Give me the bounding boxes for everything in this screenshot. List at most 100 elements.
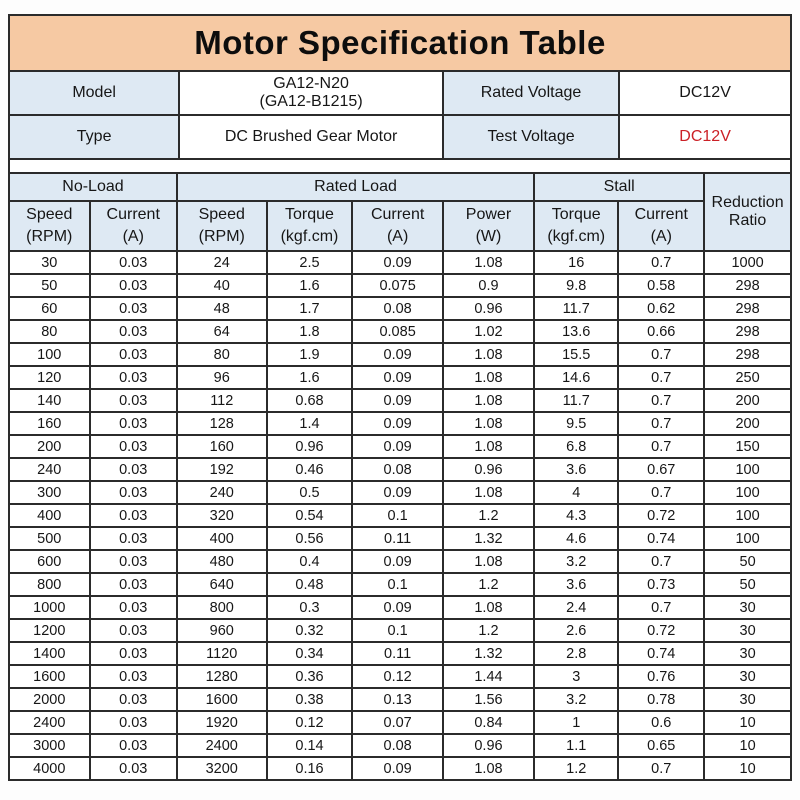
table-cell: 600 [9,549,91,574]
group-header-rated-load: Rated Load [175,173,536,202]
table-cell: 0.1 [351,503,444,528]
table-cell: 200 [703,411,791,436]
table-row: 1600 0.03 1280 0.36 0.12 1.44 3 0.76 30 [9,664,791,689]
table-cell: 0.66 [617,319,706,344]
table-cell: 0.68 [265,388,354,413]
table-cell: 0.96 [441,296,536,321]
table-cell: 9.8 [533,273,620,298]
table-cell: 2.6 [533,618,620,643]
table-cell: 0.7 [617,434,706,459]
table-row: 600 0.03 480 0.4 0.09 1.08 3.2 0.7 50 [9,549,791,574]
table-cell: 1.7 [265,296,354,321]
rated-voltage-value: DC12V [618,71,791,116]
table-cell: 0.72 [617,503,706,528]
table-cell: 400 [175,526,268,551]
spec-sheet: Motor Specification Table Model GA12-N20… [8,14,792,781]
table-cell: 1600 [9,664,91,689]
column-header-rated-power: Power (W) [441,200,536,252]
table-cell: 1.08 [441,756,536,780]
table-cell: 0.08 [351,296,444,321]
table-cell: 0.08 [351,733,444,758]
table-row: 4000 0.03 3200 0.16 0.09 1.08 1.2 0.7 10 [9,756,791,780]
table-cell: 298 [703,296,791,321]
table-cell: 0.03 [88,618,178,643]
table-cell: 0.03 [88,664,178,689]
table-cell: 40 [175,273,268,298]
table-cell: 0.56 [265,526,354,551]
table-cell: 0.12 [351,664,444,689]
table-cell: 64 [175,319,268,344]
table-cell: 10 [703,733,791,758]
table-cell: 6.8 [533,434,620,459]
table-cell: 0.5 [265,480,354,505]
table-row: 240 0.03 192 0.46 0.08 0.96 3.6 0.67 100 [9,457,791,482]
table-cell: 3200 [175,756,268,780]
table-cell: 0.1 [351,618,444,643]
title-bar: Motor Specification Table [10,16,790,72]
table-cell: 298 [703,319,791,344]
info-row-model: Model GA12-N20 (GA12-B1215) Rated Voltag… [8,71,791,116]
table-cell: 60 [9,296,91,321]
table-cell: 0.14 [265,733,354,758]
table-cell: 0.7 [617,549,706,574]
table-cell: 100 [703,526,791,551]
table-cell: 0.3 [265,595,354,620]
table-cell: 0.34 [265,641,354,666]
table-cell: 0.74 [617,526,706,551]
table-cell: 4 [533,480,620,505]
table-cell: 100 [703,503,791,528]
table-cell: 1.2 [441,572,536,597]
table-cell: 0.03 [88,733,178,758]
table-cell: 800 [175,595,268,620]
table-cell: 1.1 [533,733,620,758]
table-row: 80 0.03 64 1.8 0.085 1.02 13.6 0.66 298 [9,319,791,344]
table-cell: 0.7 [617,250,706,275]
table-cell: 50 [9,273,91,298]
table-cell: 0.67 [617,457,706,482]
table-cell: 0.1 [351,572,444,597]
info-table: Model GA12-N20 (GA12-B1215) Rated Voltag… [8,71,791,159]
table-cell: 0.09 [351,250,444,275]
table-cell: 0.74 [617,641,706,666]
table-cell: 0.7 [617,411,706,436]
table-cell: 80 [9,319,91,344]
table-row: 2400 0.03 1920 0.12 0.07 0.84 1 0.6 10 [9,710,791,735]
table-cell: 0.73 [617,572,706,597]
table-cell: 1400 [9,641,91,666]
table-cell: 0.03 [88,342,178,367]
table-cell: 160 [175,434,268,459]
table-cell: 960 [175,618,268,643]
table-cell: 0.03 [88,687,178,712]
table-cell: 1200 [9,618,91,643]
table-cell: 0.58 [617,273,706,298]
table-cell: 0.7 [617,388,706,413]
table-cell: 200 [9,434,91,459]
table-cell: 96 [175,365,268,390]
table-cell: 9.5 [533,411,620,436]
table-cell: 3000 [9,733,91,758]
table-cell: 0.7 [617,756,706,780]
column-header-rated-speed: Speed (RPM) [175,200,268,252]
test-voltage-value: DC12V [618,114,791,159]
table-cell: 0.11 [351,641,444,666]
table-cell: 1000 [703,250,791,275]
column-header-rated-torque: Torque (kgf.cm) [265,200,354,252]
table-cell: 1.32 [441,641,536,666]
table-cell: 1.08 [441,480,536,505]
table-cell: 1.4 [265,411,354,436]
table-cell: 13.6 [533,319,620,344]
table-cell: 300 [9,480,91,505]
table-cell: 140 [9,388,91,413]
table-cell: 0.96 [441,457,536,482]
info-row-type: Type DC Brushed Gear Motor Test Voltage … [8,114,791,159]
table-cell: 120 [9,365,91,390]
column-header-noload-speed: Speed (RPM) [9,200,91,252]
table-cell: 1920 [175,710,268,735]
table-cell: 1.2 [533,756,620,780]
table-cell: 11.7 [533,388,620,413]
table-row: 60 0.03 48 1.7 0.08 0.96 11.7 0.62 298 [9,296,791,321]
spec-table: No-Load Rated Load Stall Reduction Ratio… [9,173,791,780]
type-label: Type [8,114,181,159]
column-header-reduction-ratio: Reduction Ratio [703,173,791,252]
section-divider [10,158,790,174]
